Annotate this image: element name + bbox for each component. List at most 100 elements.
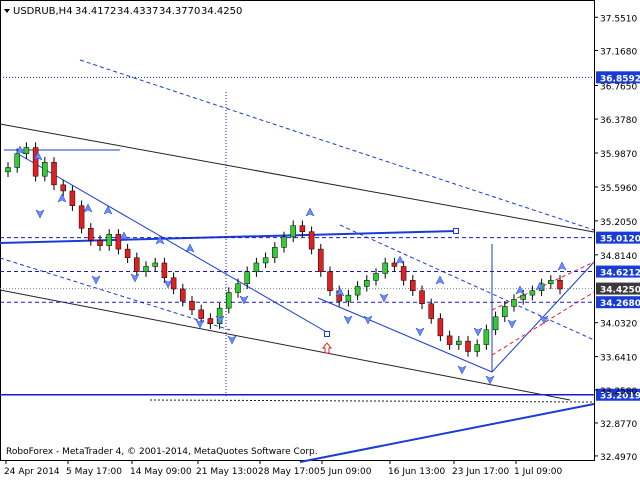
candle-up <box>143 266 149 272</box>
candle-up <box>511 299 517 307</box>
candle-up <box>382 262 388 274</box>
candle-down <box>419 290 425 305</box>
fractal-down-icon <box>415 327 425 337</box>
trend-line <box>0 257 231 331</box>
fractal-up-icon <box>119 231 129 241</box>
price-label-text: 33.2019 <box>600 392 640 402</box>
candle-up <box>262 257 269 264</box>
fractal-up-icon <box>33 151 43 161</box>
y-tick-label: 37.1680 <box>600 48 637 58</box>
candle-up <box>5 167 11 173</box>
price-label-text: 34.6212 <box>600 269 640 279</box>
candle-down <box>299 225 306 232</box>
price-label-box <box>596 388 640 401</box>
x-tick-label: 21 May 13:00 <box>196 467 258 477</box>
candle-down <box>32 147 39 177</box>
trend-line <box>491 261 595 373</box>
y-axis: 37.5510 37.1680 36.7650 36.3780 35.9870 35.59… <box>594 14 637 463</box>
fractal-down-icon <box>35 209 45 219</box>
candle-up <box>42 162 48 177</box>
candle-down <box>115 234 122 250</box>
fractal-down-icon <box>363 315 373 325</box>
fractal-down-icon <box>239 295 249 305</box>
fractal-down-icon <box>163 279 173 289</box>
x-tick-label: 14 May 09:00 <box>130 467 192 477</box>
symbol-dropdown-icon[interactable] <box>4 9 10 13</box>
price-label-text: 36.8592 <box>600 74 640 84</box>
candle-up <box>474 344 480 352</box>
candle-down <box>198 309 204 319</box>
price-label-text: 34.4250 <box>600 286 640 296</box>
trend-line <box>0 123 595 233</box>
candle-up <box>152 262 158 267</box>
x-tick-label: 5 Jun 09:00 <box>320 467 372 477</box>
x-tick-label: 16 Jun 13:00 <box>388 467 445 477</box>
fractal-down-icon <box>195 319 205 329</box>
fractal-down-icon <box>215 315 225 325</box>
x-tick-label: 28 May 17:00 <box>258 467 320 477</box>
candle-up <box>244 271 250 285</box>
candle-down <box>161 262 168 278</box>
ohlc-open: 34.4172 <box>75 6 116 17</box>
candle-up <box>520 294 526 300</box>
candle-up <box>226 292 232 309</box>
candle-down <box>180 288 186 302</box>
chart-title: USDRUB,H4 <box>13 6 73 17</box>
fractal-down-icon <box>485 375 495 385</box>
fractal-markers <box>15 145 567 385</box>
y-tick-label: 32.8770 <box>600 420 637 430</box>
fractal-up-icon <box>57 193 67 203</box>
candle-up <box>483 329 490 345</box>
candle-up <box>354 286 361 296</box>
candle-up <box>456 340 462 345</box>
ohlc-close: 34.4250 <box>201 6 242 17</box>
fractal-up-icon <box>103 205 113 215</box>
price-label-text: 35.0120 <box>600 235 640 245</box>
candle-up <box>364 280 370 287</box>
y-tick-label: 34.0320 <box>600 320 637 330</box>
fractal-down-icon <box>91 275 101 285</box>
candle-up <box>272 247 278 259</box>
candle-up <box>253 262 260 272</box>
trend-line <box>0 289 571 401</box>
price-label-box <box>596 282 640 295</box>
candle-up <box>106 234 112 246</box>
candle-up <box>345 294 352 302</box>
candle-down <box>465 340 471 352</box>
candle-down <box>437 318 444 337</box>
candle-down <box>170 277 177 290</box>
candle-up <box>23 147 30 154</box>
candles <box>5 142 563 357</box>
trend-line <box>79 59 595 231</box>
price-label-box <box>596 296 640 309</box>
price-label-text: 34.2680 <box>600 299 640 309</box>
fractal-down-icon <box>473 327 483 337</box>
candle-down <box>78 205 85 229</box>
candle-down <box>410 280 416 292</box>
x-axis: 24 Apr 2014 5 May 17:00 14 May 09:00 21 May… <box>4 460 563 477</box>
fractal-down-icon <box>130 273 140 283</box>
y-tick-label: 36.3780 <box>600 116 637 126</box>
candle-down <box>189 300 195 311</box>
x-tick-label: 23 Jun 17:00 <box>452 467 509 477</box>
y-tick-label: 32.4970 <box>600 453 637 463</box>
x-tick-label: 5 May 17:00 <box>66 467 122 477</box>
fractal-up-icon <box>515 285 525 295</box>
ohlc-high: 34.4337 <box>117 6 158 17</box>
trend-line <box>19 154 331 335</box>
trend-line-anchor <box>324 331 330 337</box>
fractal-down-icon <box>343 315 353 325</box>
fractal-up-icon <box>155 235 165 245</box>
candle-down <box>134 257 140 272</box>
candle-up <box>502 306 508 318</box>
fractal-up-icon <box>83 203 93 213</box>
candle-down <box>400 266 407 281</box>
ohlc-low: 34.3770 <box>159 6 200 17</box>
y-tick-label: 37.5510 <box>600 14 637 24</box>
candle-down <box>124 248 131 259</box>
candle-down <box>308 231 315 250</box>
trend-line-anchor <box>453 228 459 234</box>
y-tick-label: 35.2050 <box>600 218 637 228</box>
y-tick-label: 35.5960 <box>600 184 637 194</box>
